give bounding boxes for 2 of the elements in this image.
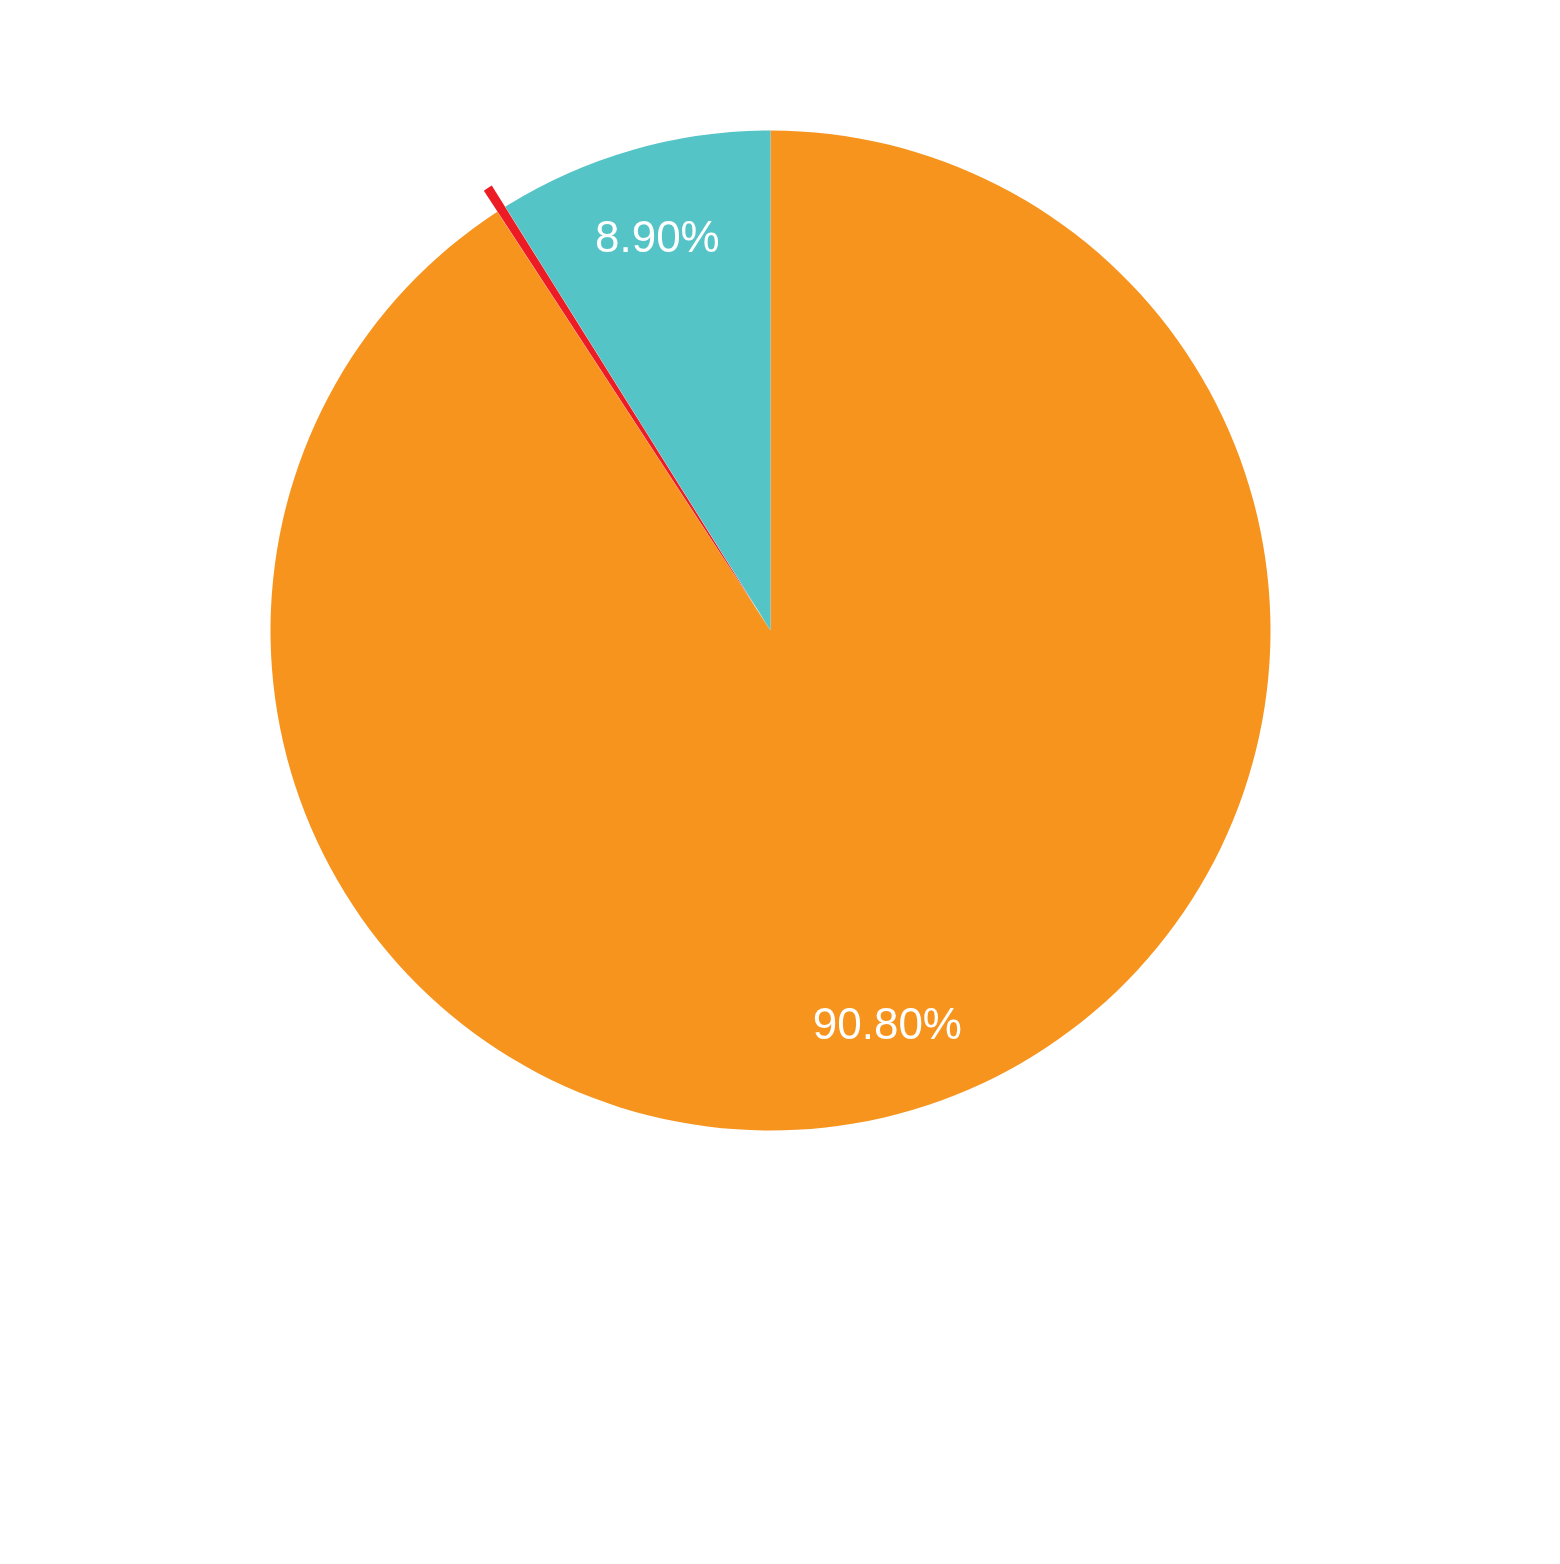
data-label: 90.80%	[812, 998, 962, 1048]
data-label: 8.90%	[594, 211, 720, 261]
